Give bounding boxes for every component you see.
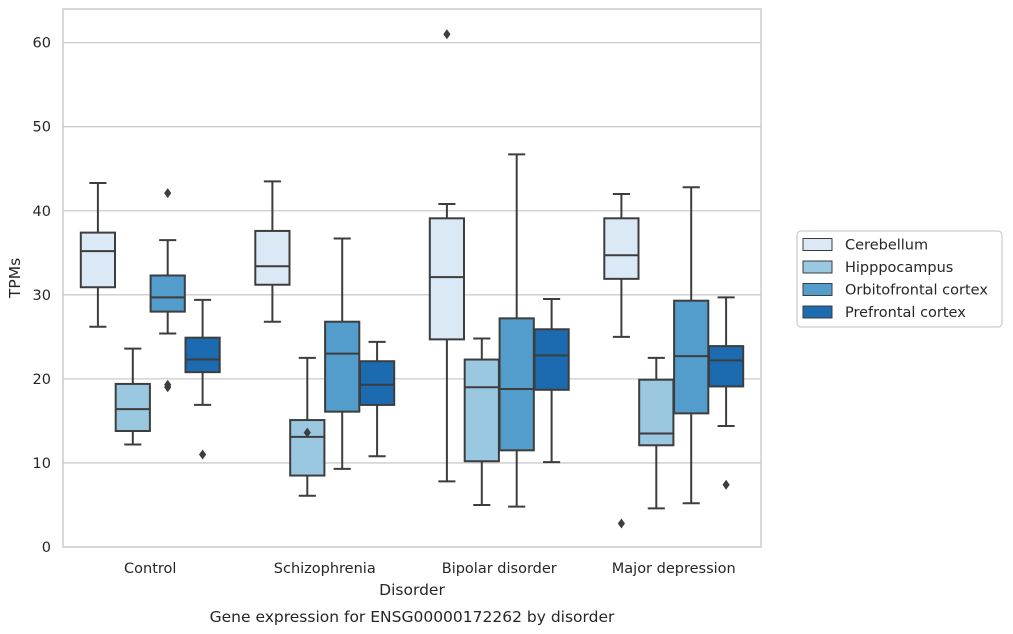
box-iqr: [184, 336, 221, 374]
y-tick-label: 50: [33, 120, 51, 136]
y-tick-label: 10: [33, 456, 51, 472]
box-iqr: [79, 231, 117, 289]
box-iqr: [428, 217, 466, 341]
x-tick-label: Bipolar disorder: [442, 561, 557, 577]
outlier-point: [722, 479, 730, 490]
legend-swatch: [802, 283, 833, 296]
box-orbitofrontal-cortex: [673, 186, 710, 505]
x-tick-label: Major depression: [612, 561, 736, 577]
box-prefrontal-cortex: [358, 340, 396, 458]
box-iqr: [149, 274, 186, 313]
y-tick-label: 30: [33, 288, 51, 304]
box-iqr: [114, 382, 151, 432]
outlier-point: [164, 382, 172, 393]
y-tick-label: 0: [42, 540, 51, 556]
box-orbitofrontal-cortex: [498, 153, 535, 508]
y-axis-title: TPMs: [6, 258, 24, 299]
box-iqr: [533, 328, 570, 391]
box-orbitofrontal-cortex: [149, 188, 186, 393]
legend-swatch: [802, 305, 833, 319]
box-iqr: [463, 358, 500, 463]
box-hipppocampus: [289, 356, 326, 497]
box-iqr: [707, 345, 745, 388]
legend-label: Prefrontal cortex: [845, 305, 966, 321]
plot-frame: [62, 8, 762, 548]
x-axis-title: Disorder: [379, 581, 445, 599]
box-iqr: [603, 217, 640, 280]
x-tick-label: Control: [124, 561, 176, 577]
box-cerebellum: [79, 182, 117, 328]
box-iqr: [498, 317, 535, 452]
box-cerebellum: [254, 180, 291, 323]
legend-label: Orbitofrontal cortex: [845, 283, 988, 299]
legend-frame: [796, 230, 1003, 328]
box-iqr: [638, 378, 675, 447]
legend: Cerebellum Hipppocampus Orbitofrontal cort…: [796, 230, 1003, 328]
outlier-point: [617, 518, 625, 529]
box-iqr: [254, 229, 291, 286]
box-cerebellum: [428, 29, 466, 483]
box-groups: [79, 29, 745, 529]
outlier-point: [303, 427, 311, 438]
x-tick-label: Schizophrenia: [274, 561, 376, 577]
box-prefrontal-cortex: [707, 296, 745, 490]
y-tick-label: 40: [33, 204, 51, 220]
box-hipppocampus: [463, 337, 500, 506]
box-cerebellum: [603, 192, 640, 529]
legend-label: Hipppocampus: [845, 260, 953, 276]
box-orbitofrontal-cortex: [324, 237, 361, 470]
y-tick-label: 60: [33, 36, 51, 52]
box-iqr: [358, 360, 396, 406]
x-tick-labels: Control Schizophrenia Bipolar disorder Majo…: [124, 561, 736, 577]
box-hipppocampus: [114, 347, 151, 446]
box-iqr: [324, 320, 361, 413]
box-prefrontal-cortex: [533, 298, 570, 464]
legend-label: Cerebellum: [845, 238, 928, 254]
outlier-point: [443, 29, 451, 40]
figure-caption: Gene expression for ENSG00000172262 by d…: [210, 608, 615, 626]
box-prefrontal-cortex: [184, 298, 221, 460]
legend-swatch: [802, 238, 833, 251]
y-tick-label: 20: [33, 372, 51, 388]
y-tick-labels: 0 10 20 30 40 50 60: [33, 36, 51, 556]
outlier-point: [164, 188, 172, 199]
box-hipppocampus: [638, 356, 675, 510]
outlier-point: [199, 449, 207, 460]
legend-swatch: [802, 260, 833, 274]
